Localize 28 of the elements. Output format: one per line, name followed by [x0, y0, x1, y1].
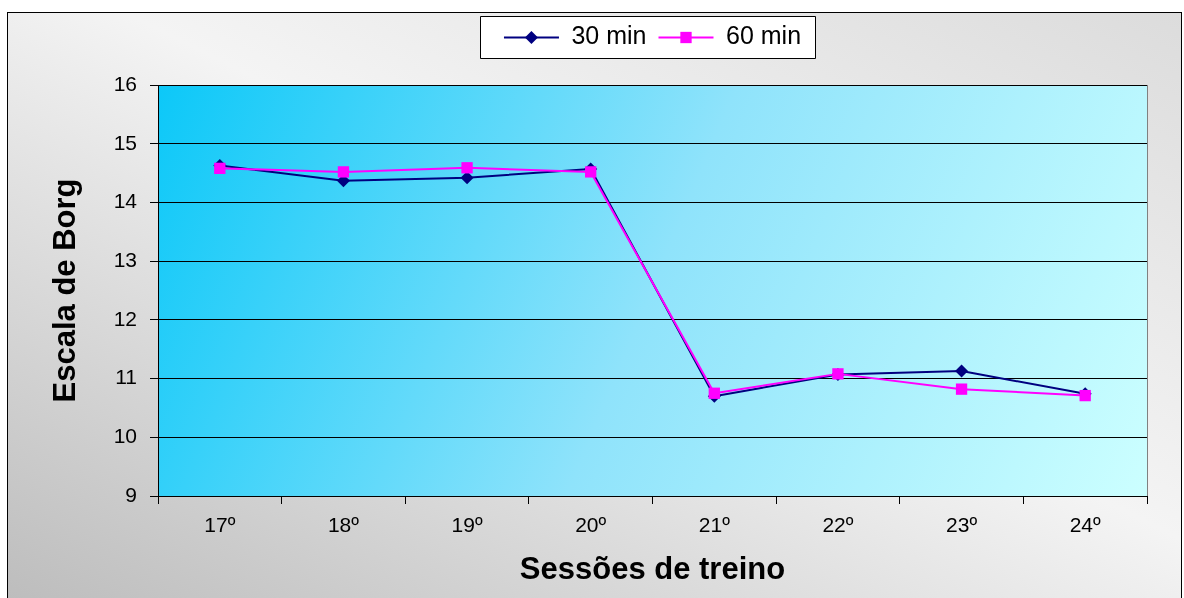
point — [214, 162, 226, 175]
x-tick-label: 19º — [451, 513, 483, 537]
x-axis-title: Sessões de treino — [519, 550, 786, 586]
x-tick-label: 17º — [204, 513, 236, 537]
y-tick-label: 10 — [113, 424, 137, 448]
y-tick-label: 13 — [113, 247, 137, 271]
point — [461, 162, 473, 174]
x-tick-label: 21º — [698, 513, 731, 537]
y-tick-label: 9 — [125, 482, 137, 506]
x-tick-label: 22º — [822, 513, 854, 537]
legend-label: 60 min — [726, 21, 802, 50]
point — [460, 171, 474, 185]
y-axis-title: Escala de Borg — [47, 178, 83, 403]
x-tick-label: 20º — [575, 513, 607, 537]
point — [585, 166, 597, 178]
x-tick-label: 24º — [1069, 513, 1102, 537]
y-tick-label: 11 — [115, 365, 137, 389]
point — [708, 387, 720, 399]
x-tick-label: 23º — [946, 513, 978, 537]
x-tick-label: 18º — [327, 513, 360, 537]
y-tick-label: 16 — [113, 71, 137, 95]
point — [337, 166, 350, 178]
y-tick-label: 15 — [113, 130, 137, 154]
y-tick-label: 12 — [113, 306, 137, 330]
legend-label: 30 min — [571, 21, 647, 50]
point — [955, 383, 968, 395]
y-tick-label: 14 — [113, 189, 138, 213]
point — [955, 364, 969, 378]
